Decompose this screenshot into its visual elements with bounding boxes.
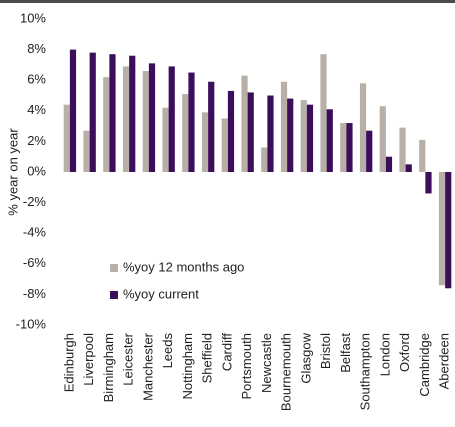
legend-label: %yoy 12 months ago xyxy=(123,259,244,274)
bar xyxy=(267,95,274,172)
bar xyxy=(261,147,268,172)
bar xyxy=(162,107,169,172)
x-tick-label: Portsmouth xyxy=(239,333,254,399)
legend-swatch xyxy=(110,291,118,299)
bar xyxy=(300,100,307,172)
legend-label: %yoy current xyxy=(123,286,199,301)
y-tick-label: 10% xyxy=(20,10,46,25)
bar xyxy=(182,93,189,172)
x-tick-label: Nottingham xyxy=(180,333,195,399)
bar xyxy=(201,112,209,172)
bar xyxy=(425,172,432,194)
bar xyxy=(142,71,149,172)
bar xyxy=(306,104,314,172)
x-tick-label: Leicester xyxy=(121,332,136,385)
y-tick-label: 4% xyxy=(27,102,46,117)
bar xyxy=(438,172,446,286)
bar xyxy=(340,123,347,172)
y-tick-label: 8% xyxy=(27,41,46,56)
bar xyxy=(280,81,288,172)
bar xyxy=(188,72,195,172)
x-tick-label: Oxford xyxy=(397,333,412,372)
bar xyxy=(346,123,353,172)
x-tick-label: Birmingham xyxy=(101,333,116,402)
bar xyxy=(445,172,452,289)
bar xyxy=(320,54,327,172)
y-tick-label: -4% xyxy=(23,225,47,240)
bar xyxy=(208,81,215,172)
x-tick-label: Liverpool xyxy=(81,333,96,386)
x-tick-label: Leeds xyxy=(160,333,175,369)
bar xyxy=(148,63,156,173)
y-tick-label: 0% xyxy=(27,163,46,178)
bar xyxy=(109,54,116,172)
x-tick-label: Aberdeen xyxy=(437,333,452,389)
x-tick-label: Newcastle xyxy=(259,333,274,393)
bar xyxy=(83,130,90,172)
x-tick-label: Cardiff xyxy=(219,333,234,371)
bar xyxy=(399,127,406,172)
x-tick-label: Bristol xyxy=(318,333,333,369)
x-tick-label: Glasgow xyxy=(298,332,313,383)
x-tick-label: Edinburgh xyxy=(61,333,76,392)
bar xyxy=(63,104,70,172)
bar xyxy=(287,98,294,172)
y-tick-label: -10% xyxy=(16,316,47,331)
bar xyxy=(168,66,175,172)
bar xyxy=(247,92,254,172)
y-tick-label: -6% xyxy=(23,255,47,270)
x-tick-label: Manchester xyxy=(140,332,155,401)
bar xyxy=(227,90,235,172)
bar xyxy=(405,164,412,172)
legend-swatch xyxy=(110,264,118,272)
bar xyxy=(379,106,386,172)
x-tick-label: Cambridge xyxy=(417,333,432,397)
bar xyxy=(359,83,367,172)
bar xyxy=(241,75,248,172)
bar xyxy=(122,66,130,172)
bar xyxy=(419,139,426,172)
bar xyxy=(221,118,228,172)
y-tick-label: -8% xyxy=(23,286,47,301)
x-tick-label: London xyxy=(377,333,392,376)
y-axis-title: % year on year xyxy=(5,128,20,216)
y-tick-label: -2% xyxy=(23,194,47,209)
x-tick-label: Southampton xyxy=(358,333,373,410)
x-tick-label: Sheffield xyxy=(200,333,215,383)
bar xyxy=(103,77,110,172)
bar xyxy=(69,49,77,172)
bar xyxy=(89,52,96,172)
y-tick-label: 6% xyxy=(27,72,46,87)
top-band xyxy=(0,0,455,3)
y-tick-label: 2% xyxy=(27,133,46,148)
x-tick-label: Bournemouth xyxy=(279,333,294,411)
bar xyxy=(366,130,373,172)
bar xyxy=(326,109,333,172)
bar xyxy=(129,55,136,172)
x-tick-label: Belfast xyxy=(338,333,353,373)
bar xyxy=(385,156,393,172)
